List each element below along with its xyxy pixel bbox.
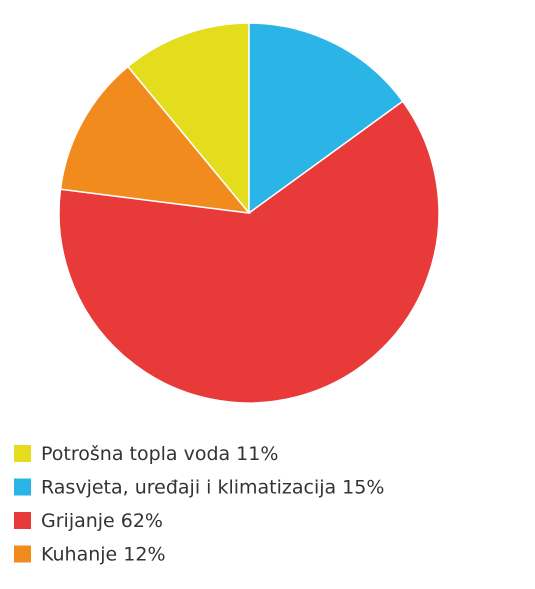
pie-slice [58,100,440,404]
legend-name: Rasvjeta, uređaji i klimatizacija [41,476,336,498]
pie-slice [248,22,404,215]
legend-swatch [14,478,31,496]
legend-value: 12% [123,543,165,565]
legend-name: Potrošna topla voda [41,443,230,465]
legend-swatch [14,512,31,529]
legend-value: 11% [236,443,278,465]
legend-label: Potrošna topla voda 11% [41,443,278,465]
legend-swatch [14,445,31,462]
pie-slice [126,22,250,216]
legend-value: 15% [342,476,384,498]
pie-slice [59,65,251,214]
legend-label: Rasvjeta, uređaji i klimatizacija 15% [41,476,384,498]
legend-label: Grijanje 62% [41,510,163,532]
legend-name: Kuhanje [41,543,117,565]
legend-value: 62% [121,510,163,532]
legend-name: Grijanje [41,510,115,532]
legend-swatch [14,545,31,563]
legend-label: Kuhanje 12% [41,543,166,565]
